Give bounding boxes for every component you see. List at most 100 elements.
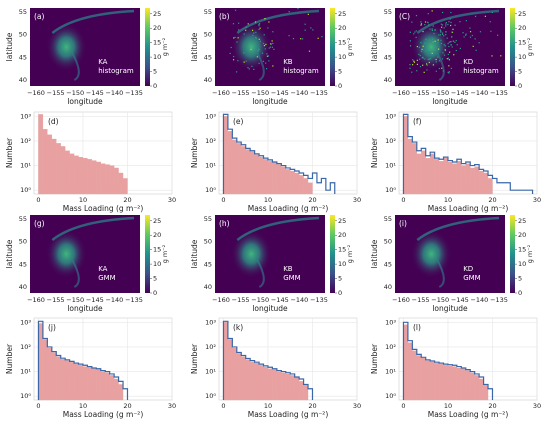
speckle bbox=[258, 23, 260, 26]
x-tick-label: 10 bbox=[79, 196, 87, 204]
colorbar-tick-label: 10 bbox=[518, 53, 526, 61]
speckle bbox=[256, 56, 258, 58]
speckle bbox=[232, 23, 235, 25]
hist-bar bbox=[91, 368, 97, 401]
hist-bar bbox=[73, 364, 79, 401]
speckle bbox=[413, 33, 415, 35]
speckle bbox=[462, 32, 464, 34]
x-tick-label: −155 bbox=[232, 296, 250, 304]
speckle bbox=[431, 10, 433, 12]
speckle bbox=[454, 41, 456, 43]
speckle bbox=[442, 33, 444, 35]
speckle bbox=[232, 59, 235, 61]
speckle bbox=[252, 34, 254, 37]
x-tick-label: 10 bbox=[264, 402, 272, 410]
hist-bar bbox=[430, 361, 435, 401]
hist-panel-l: (l) 0 10 20 30 10³ 10² 10¹ 10⁰ Mass Loading (g m⁻… bbox=[370, 317, 541, 419]
speckle bbox=[416, 59, 418, 61]
colorbar-tick-label: 5 bbox=[338, 275, 342, 283]
hist-step-line bbox=[402, 321, 494, 400]
speckle bbox=[448, 65, 450, 67]
speckle bbox=[469, 27, 471, 29]
speckle bbox=[441, 32, 444, 34]
colorbar-tick-label: 5 bbox=[518, 275, 522, 283]
hist-bar bbox=[118, 172, 124, 195]
speckle bbox=[292, 37, 295, 40]
x-tick-label: 20 bbox=[123, 402, 131, 410]
hist-bar bbox=[487, 178, 493, 195]
colorbar-tick-label: 5 bbox=[153, 275, 157, 283]
speckle bbox=[440, 23, 442, 25]
plume-arm bbox=[256, 52, 265, 81]
colorbar-tick-label: 0 bbox=[518, 82, 522, 90]
x-axis-label: longitude bbox=[432, 304, 468, 313]
hist-bar bbox=[82, 366, 88, 401]
hist-bar bbox=[447, 161, 453, 195]
hist-bar bbox=[69, 153, 75, 195]
hist-bar bbox=[285, 373, 291, 401]
hist-bar bbox=[307, 182, 313, 195]
speckle bbox=[265, 62, 267, 64]
speckle bbox=[475, 49, 477, 51]
speckle bbox=[427, 58, 429, 60]
hist-panel-d: (d) 0 10 20 30 10³ 10² 10¹ 10⁰ Mass Loading (g m⁻… bbox=[5, 111, 176, 213]
speckle bbox=[441, 58, 444, 60]
panel-annotation-1: KB bbox=[283, 265, 293, 273]
speckle bbox=[236, 41, 238, 43]
hist-bar bbox=[298, 175, 304, 195]
speckle bbox=[429, 28, 431, 30]
speckle bbox=[463, 36, 465, 38]
speckle bbox=[272, 65, 274, 67]
y-tick-label: 40 bbox=[384, 283, 392, 291]
y-axis-label: Number bbox=[370, 137, 379, 168]
hist-bar bbox=[470, 167, 475, 195]
speckle bbox=[448, 41, 450, 43]
speckle bbox=[437, 48, 440, 50]
hist-bar bbox=[47, 134, 52, 195]
speckle bbox=[447, 42, 449, 45]
plume-arm bbox=[436, 259, 445, 288]
colorbar-tick-label: 25 bbox=[518, 217, 526, 225]
speckle bbox=[409, 67, 411, 69]
speckle bbox=[448, 59, 450, 61]
plume-core bbox=[411, 230, 452, 278]
x-tick-label: 20 bbox=[308, 196, 316, 204]
speckle bbox=[450, 11, 452, 14]
speckle bbox=[446, 37, 448, 39]
x-tick-label: 10 bbox=[79, 402, 87, 410]
x-tick-label: 0 bbox=[221, 402, 225, 410]
y-tick-label: 45 bbox=[19, 53, 27, 61]
x-tick-label: 30 bbox=[533, 402, 541, 410]
colorbar-tick-label: 25 bbox=[518, 10, 526, 18]
x-tick-label: −155 bbox=[47, 89, 65, 97]
y-tick-label: 45 bbox=[384, 53, 392, 61]
speckle bbox=[424, 21, 427, 23]
speckle bbox=[426, 69, 428, 71]
x-tick-label: 10 bbox=[444, 402, 452, 410]
speckle bbox=[442, 52, 444, 54]
y-tick-label: 45 bbox=[19, 260, 27, 268]
hist-bar bbox=[456, 161, 462, 195]
hist-bar bbox=[272, 162, 278, 195]
x-tick-label: −150 bbox=[66, 89, 84, 97]
y-tick-label: 40 bbox=[204, 76, 212, 84]
hist-bar bbox=[51, 138, 57, 195]
speckle bbox=[258, 62, 260, 64]
y-tick-label: 10² bbox=[205, 137, 216, 145]
y-axis-label: latitude bbox=[190, 239, 199, 268]
hist-bar bbox=[241, 356, 246, 401]
x-tick-label: −145 bbox=[451, 89, 469, 97]
colorbar-tick-label: 0 bbox=[518, 289, 522, 297]
y-tick-label: 40 bbox=[19, 283, 27, 291]
colorbar-tick-label: 5 bbox=[153, 68, 157, 76]
hist-bar bbox=[272, 369, 278, 401]
hist-bar bbox=[407, 138, 413, 195]
hist-bar bbox=[263, 159, 269, 195]
x-tick-label: 30 bbox=[353, 402, 361, 410]
speckle bbox=[251, 29, 254, 31]
speckle bbox=[451, 31, 454, 33]
x-tick-label: 30 bbox=[353, 196, 361, 204]
colorbar-tick-label: 5 bbox=[338, 68, 342, 76]
